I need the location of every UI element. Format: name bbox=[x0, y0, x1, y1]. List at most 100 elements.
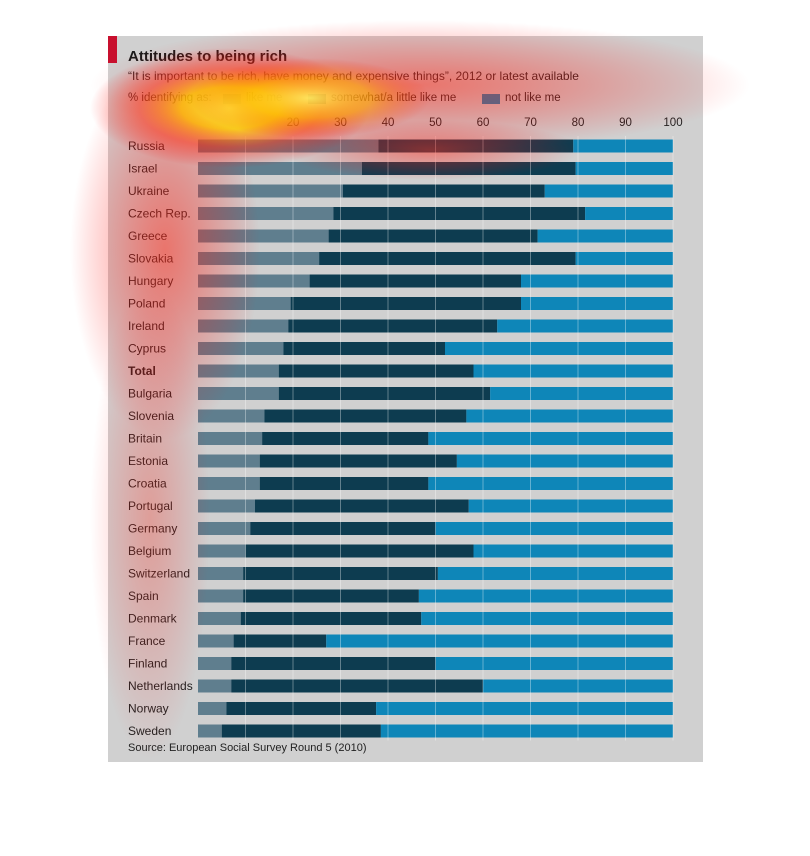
category-label: Norway bbox=[128, 702, 169, 716]
bar-segment bbox=[378, 139, 574, 153]
bar-segment bbox=[198, 184, 343, 198]
bar-segment bbox=[198, 499, 255, 513]
source-note: Source: European Social Survey Round 5 (… bbox=[128, 742, 367, 754]
bar-segment bbox=[198, 702, 227, 715]
bar-segment bbox=[198, 477, 260, 490]
bar-segment bbox=[328, 229, 538, 243]
bar-segment bbox=[198, 229, 329, 243]
bar-segment bbox=[326, 634, 673, 648]
category-label: Spain bbox=[128, 589, 159, 603]
bar-segment bbox=[283, 342, 445, 355]
bar-segment bbox=[198, 657, 232, 670]
bar-segment bbox=[198, 162, 362, 175]
category-label: Netherlands bbox=[128, 679, 193, 693]
bar-segment bbox=[264, 409, 467, 423]
category-label: Czech Rep. bbox=[128, 207, 191, 221]
bar-segment bbox=[437, 567, 673, 580]
bar-segment bbox=[421, 612, 673, 625]
bar-segment bbox=[198, 724, 222, 738]
category-label: Switzerland bbox=[128, 567, 190, 581]
x-tick-label: 20 bbox=[287, 117, 300, 129]
category-label: Total bbox=[128, 364, 156, 378]
category-label: Poland bbox=[128, 297, 165, 311]
bar-segment bbox=[198, 364, 279, 378]
bar-segment bbox=[319, 252, 576, 265]
bar-segment bbox=[231, 679, 483, 693]
bar-segment bbox=[288, 319, 498, 333]
bar-segment bbox=[221, 724, 381, 738]
x-tick-label: 30 bbox=[334, 117, 347, 129]
bar-segment bbox=[259, 477, 429, 490]
bar-segment bbox=[198, 522, 251, 535]
bar-segment bbox=[198, 409, 265, 423]
bar-segment bbox=[198, 567, 244, 580]
bar-segment bbox=[435, 657, 673, 670]
category-label: Ukraine bbox=[128, 184, 170, 198]
category-label: Bulgaria bbox=[128, 387, 172, 401]
bar-segment bbox=[198, 252, 320, 265]
bar-segment bbox=[198, 342, 284, 355]
bar-segment bbox=[259, 454, 457, 468]
bar-segment bbox=[198, 679, 232, 693]
bar-segment bbox=[418, 589, 673, 603]
bar-segment bbox=[342, 184, 545, 198]
bar-segment bbox=[198, 207, 334, 220]
category-label: Israel bbox=[128, 162, 157, 176]
bar-segment bbox=[575, 162, 673, 175]
bar-segment bbox=[537, 229, 673, 243]
bar-segment bbox=[456, 454, 673, 468]
bar-segment bbox=[290, 297, 521, 310]
bar-segment bbox=[226, 702, 377, 715]
category-label: Germany bbox=[128, 522, 177, 536]
bar-segment bbox=[240, 612, 422, 625]
x-tick-label: 50 bbox=[429, 117, 442, 129]
bar-segment bbox=[245, 544, 474, 558]
bar-segment bbox=[198, 139, 379, 153]
bar-segment bbox=[198, 544, 246, 558]
bar-segment bbox=[198, 634, 234, 648]
category-label: Belgium bbox=[128, 544, 171, 558]
category-label: Croatia bbox=[128, 477, 167, 491]
category-label: Ireland bbox=[128, 319, 165, 333]
x-tick-label: 40 bbox=[382, 117, 395, 129]
bar-segment bbox=[278, 364, 474, 378]
bar-segment bbox=[483, 679, 673, 693]
x-tick-label: 80 bbox=[572, 117, 585, 129]
category-label: Britain bbox=[128, 432, 162, 446]
bar-segment bbox=[585, 207, 673, 220]
bar-segment bbox=[428, 477, 673, 490]
bar-segment bbox=[262, 432, 429, 445]
bar-segment bbox=[380, 724, 673, 738]
category-label: Finland bbox=[128, 657, 167, 671]
bar-segment bbox=[278, 387, 491, 400]
category-label: Sweden bbox=[128, 724, 171, 738]
bar-segment bbox=[361, 162, 576, 175]
bar-segment bbox=[198, 297, 291, 310]
x-tick-label: 90 bbox=[619, 117, 632, 129]
x-tick-label: 100 bbox=[663, 117, 682, 129]
category-label: Greece bbox=[128, 229, 168, 243]
bar-segment bbox=[233, 634, 327, 648]
bar-segment bbox=[473, 544, 673, 558]
category-label: Slovakia bbox=[128, 252, 174, 266]
bar-segment bbox=[573, 139, 673, 153]
bar-segment bbox=[309, 274, 521, 288]
bar-segment bbox=[198, 387, 279, 400]
bar-segment bbox=[490, 387, 673, 400]
bar-segment bbox=[575, 252, 673, 265]
bar-segment bbox=[435, 522, 673, 535]
bar-segment bbox=[445, 342, 673, 355]
bar-segment bbox=[497, 319, 673, 333]
x-tick-label: 60 bbox=[477, 117, 490, 129]
bar-segment bbox=[255, 499, 469, 513]
bar-segment bbox=[376, 702, 673, 715]
category-label: Cyprus bbox=[128, 342, 166, 356]
bar-segment bbox=[198, 454, 260, 468]
bar-segment bbox=[243, 567, 438, 580]
bar-segment bbox=[521, 274, 673, 288]
bar-segment bbox=[198, 612, 241, 625]
category-label: Denmark bbox=[128, 612, 178, 626]
bar-segment bbox=[243, 589, 419, 603]
bar-segment bbox=[198, 432, 263, 445]
